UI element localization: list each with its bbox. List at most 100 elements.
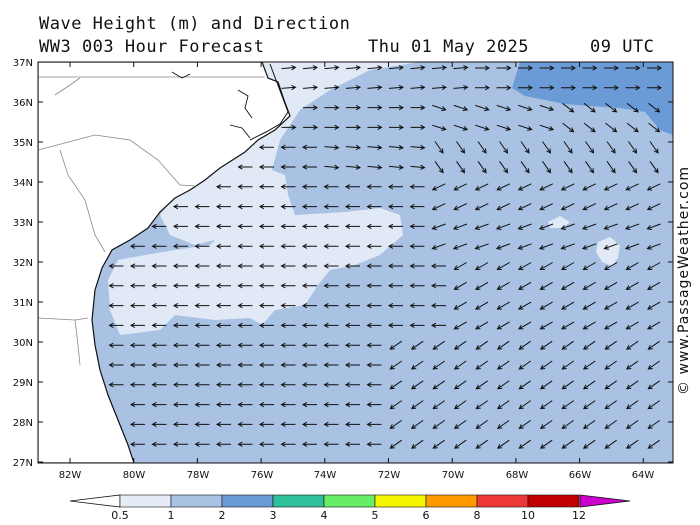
wave-arrow xyxy=(456,141,466,154)
wave-arrow xyxy=(539,281,553,290)
wave-arrow xyxy=(215,362,231,368)
wave-arrow xyxy=(323,342,339,348)
wave-arrow xyxy=(539,85,555,91)
wave-arrow xyxy=(324,164,340,170)
wave-arrow xyxy=(582,321,596,330)
wave-arrow xyxy=(582,65,598,71)
wave-arrow xyxy=(280,302,296,309)
wave-arrow xyxy=(539,380,553,390)
title-line2: WW3 003 Hour Forecast xyxy=(39,37,265,57)
wave-arrow xyxy=(561,360,574,370)
wave-arrow xyxy=(409,302,425,309)
wave-arrow xyxy=(626,102,639,113)
wave-arrow xyxy=(518,380,531,390)
wave-arrow xyxy=(108,362,124,368)
wave-arrow xyxy=(302,84,319,91)
wave-arrow xyxy=(625,203,640,211)
wave-arrow xyxy=(647,65,663,71)
wave-arrow xyxy=(129,263,145,269)
wave-arrow xyxy=(474,262,489,271)
title-line1: Wave Height (m) and Direction xyxy=(39,14,351,34)
wave-arrow xyxy=(409,283,425,289)
wave-arrow xyxy=(237,302,253,309)
wave-arrow xyxy=(172,362,188,368)
site-credit[interactable]: © www.PassageWeather.com xyxy=(676,165,692,395)
wave-arrow xyxy=(647,360,660,370)
wave-arrow xyxy=(410,84,426,91)
wave-arrow xyxy=(323,223,339,230)
wave-arrow xyxy=(237,283,253,289)
wave-arrow xyxy=(410,340,424,350)
wave-arrow xyxy=(475,340,488,350)
wave-arrow xyxy=(538,243,554,250)
wave-arrow xyxy=(625,301,639,310)
wave-arrow xyxy=(453,124,469,131)
wave-arrow xyxy=(346,104,362,111)
wave-arrow xyxy=(301,243,317,249)
wave-arrow xyxy=(346,124,362,131)
wave-arrow xyxy=(345,144,362,151)
wave-arrow xyxy=(108,322,124,329)
lon-label: 82W xyxy=(59,470,82,481)
wave-arrow xyxy=(280,362,296,368)
wave-arrow xyxy=(301,362,317,368)
wave-arrow xyxy=(517,321,532,330)
lat-label: 30N xyxy=(13,338,33,349)
wave-arrow xyxy=(517,183,532,191)
wave-arrow xyxy=(582,183,597,191)
wave-arrow xyxy=(562,102,575,113)
lon-label: 66W xyxy=(569,470,592,481)
wave-arrow xyxy=(129,382,145,388)
wave-arrow xyxy=(474,223,489,230)
wave-arrow xyxy=(605,102,618,113)
wave-arrow xyxy=(387,322,403,329)
wave-arrow xyxy=(625,439,639,449)
wave-arrow xyxy=(281,124,297,131)
wave-arrow xyxy=(108,342,124,348)
wave-arrow xyxy=(194,223,210,230)
wave-arrow xyxy=(430,283,446,289)
wave-arrow xyxy=(474,243,489,250)
wave-arrow xyxy=(560,321,575,330)
wave-arrow xyxy=(434,161,444,174)
wave-arrow xyxy=(258,223,274,230)
wave-arrow xyxy=(344,441,360,447)
wave-arrow xyxy=(604,65,620,71)
wave-arrow xyxy=(496,360,510,370)
wave-arrow xyxy=(646,262,661,271)
wave-arrow xyxy=(324,84,340,91)
wave-arrow xyxy=(495,243,511,250)
wave-arrow xyxy=(280,263,296,269)
wave-arrow xyxy=(560,262,575,271)
wave-arrow xyxy=(582,360,596,370)
wave-arrow xyxy=(453,262,467,271)
wave-arrow xyxy=(561,439,574,449)
wave-arrow xyxy=(560,223,575,230)
wave-arrow xyxy=(194,283,210,289)
wave-arrow xyxy=(496,104,512,112)
wave-arrow xyxy=(387,223,403,230)
wave-arrow xyxy=(258,382,274,388)
wave-arrow xyxy=(604,340,617,350)
wave-arrow xyxy=(301,382,317,388)
wave-arrow xyxy=(539,262,553,271)
wave-arrow xyxy=(303,104,319,111)
wave-arrow xyxy=(517,262,532,271)
wave-arrow xyxy=(582,340,596,350)
wave-zone-0.5-1m xyxy=(108,62,420,335)
wave-arrow xyxy=(603,281,618,290)
wave-arrow xyxy=(474,301,489,310)
wave-arrow xyxy=(258,203,274,210)
lat-label: 33N xyxy=(13,218,33,229)
wave-arrow xyxy=(582,301,596,310)
wave-arrow xyxy=(345,84,362,91)
wave-arrow xyxy=(323,283,339,289)
wave-arrow xyxy=(560,243,575,250)
wave-arrow xyxy=(647,400,660,410)
wave-arrow xyxy=(237,203,253,210)
wave-arrow xyxy=(475,124,490,131)
wave-arrow xyxy=(453,281,467,290)
wave-arrow xyxy=(151,302,167,309)
wave-arrow xyxy=(647,85,663,91)
